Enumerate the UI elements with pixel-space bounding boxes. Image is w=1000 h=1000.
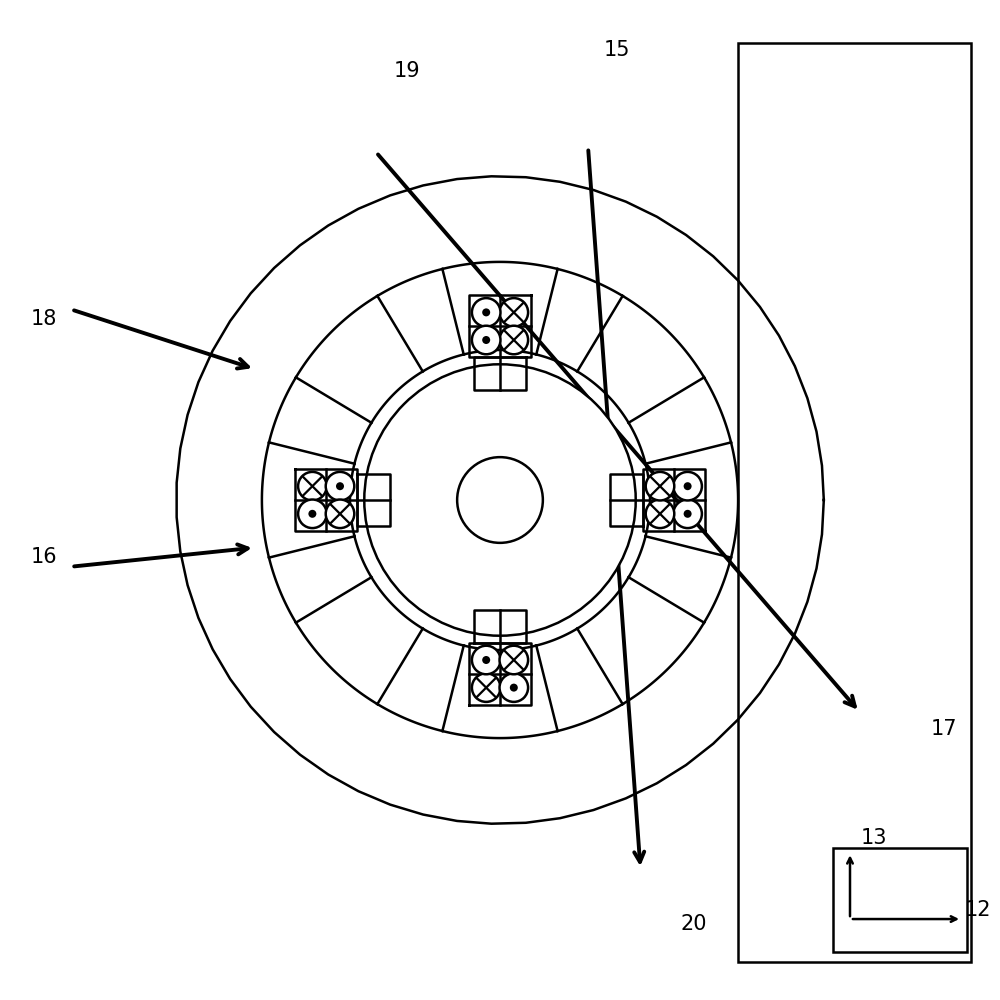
Circle shape bbox=[500, 298, 528, 327]
Text: 15: 15 bbox=[603, 40, 630, 60]
Circle shape bbox=[684, 510, 692, 518]
Circle shape bbox=[472, 326, 500, 354]
Circle shape bbox=[646, 500, 674, 528]
Text: 12: 12 bbox=[964, 900, 991, 920]
Text: 19: 19 bbox=[394, 61, 420, 81]
Circle shape bbox=[500, 673, 528, 702]
Circle shape bbox=[482, 336, 490, 344]
Text: 20: 20 bbox=[681, 914, 707, 934]
Circle shape bbox=[646, 472, 674, 500]
Bar bbox=[738, 43, 971, 962]
Circle shape bbox=[326, 472, 354, 500]
Circle shape bbox=[298, 472, 327, 500]
Circle shape bbox=[336, 482, 344, 490]
Circle shape bbox=[472, 673, 500, 702]
Text: 16: 16 bbox=[31, 547, 57, 567]
Circle shape bbox=[684, 482, 692, 490]
Text: 18: 18 bbox=[31, 309, 57, 329]
Text: 13: 13 bbox=[861, 828, 887, 848]
Bar bbox=[833, 848, 967, 952]
Circle shape bbox=[457, 457, 543, 543]
Circle shape bbox=[298, 500, 327, 528]
Circle shape bbox=[482, 656, 490, 664]
Circle shape bbox=[500, 646, 528, 674]
Circle shape bbox=[472, 646, 500, 674]
Circle shape bbox=[500, 326, 528, 354]
Circle shape bbox=[482, 308, 490, 316]
Circle shape bbox=[510, 684, 518, 692]
Circle shape bbox=[673, 472, 702, 500]
Circle shape bbox=[673, 500, 702, 528]
Circle shape bbox=[308, 510, 316, 518]
Text: 17: 17 bbox=[931, 719, 957, 739]
Circle shape bbox=[472, 298, 500, 327]
Circle shape bbox=[326, 500, 354, 528]
Circle shape bbox=[364, 364, 636, 636]
